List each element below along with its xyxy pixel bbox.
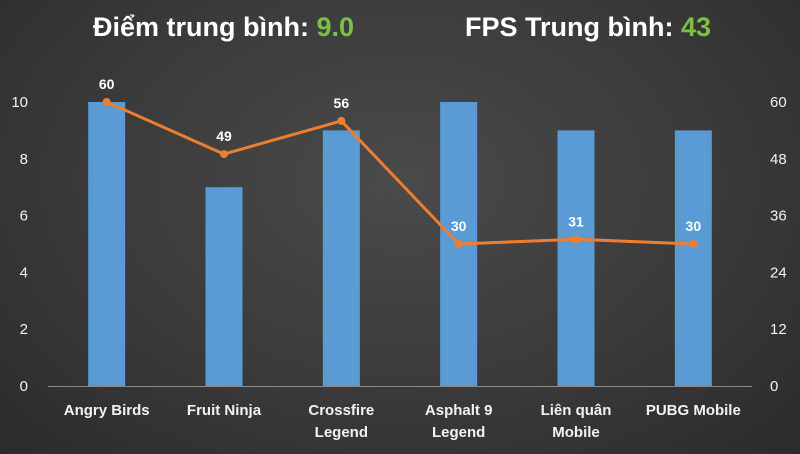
fps-point [454,240,463,248]
y-right-tick-label: 0 [770,378,778,395]
y-right-tick-label: 24 [770,264,787,281]
fps-point [102,98,111,106]
fps-data-label: 60 [99,76,115,92]
fps-data-label: 30 [451,218,467,234]
fps-data-label: 56 [334,95,350,111]
chart-header: Điểm trung bình: 9.0 FPS Trung bình: 43 [0,8,800,48]
x-category-label: PUBG Mobile [646,402,741,419]
x-category-label: Liên quân Mobile [541,402,612,441]
avg-fps-label: FPS Trung bình: [465,12,674,42]
x-category-label: Asphalt 9 Legend [425,402,493,441]
x-category-label-line: Crossfire [308,402,374,419]
y-left-tick-label: 4 [20,264,28,281]
bar [322,130,360,386]
x-category-label: Angry Birds [64,402,150,419]
avg-score-heading: Điểm trung bình: 9.0 [93,12,354,43]
x-category-label-line: Liên quân [541,402,612,419]
y-left-tick-label: 0 [20,378,28,395]
x-category-label-line: Legend [432,424,485,441]
x-category-label-line: Angry Birds [64,402,150,419]
bar [674,130,712,386]
y-left-tick-label: 2 [20,321,28,338]
x-category-label: Fruit Ninja [187,402,262,419]
fps-point [572,235,580,244]
avg-fps-value: 43 [681,12,712,42]
y-left-tick-label: 8 [20,151,28,168]
x-category-label-line: Mobile [552,424,600,441]
fps-point [337,116,346,125]
fps-point [689,240,698,248]
avg-fps-heading: FPS Trung bình: 43 [465,12,711,43]
fps-line [106,100,694,246]
x-category-label-line: Fruit Ninja [187,402,262,419]
fps-data-label: 30 [686,218,702,234]
y-left-tick-label: 10 [11,94,28,111]
fps-point [220,150,228,159]
y-right-tick-label: 36 [770,208,787,225]
x-category-label-line: Asphalt 9 [425,402,493,419]
fps-data-label: 49 [216,128,232,144]
y-left-tick-label: 6 [20,208,28,225]
bar [88,102,126,386]
x-category-label-line: Legend [315,424,368,441]
y-right-tick-label: 48 [770,151,787,168]
x-category-label-line: PUBG Mobile [646,402,741,419]
bar [205,187,243,386]
y-right-tick-label: 60 [770,94,787,111]
fps-data-label: 31 [568,213,584,229]
x-category-label: Crossfire Legend [308,402,374,441]
bar [557,130,595,386]
avg-score-label: Điểm trung bình: [93,12,309,42]
avg-score-value: 9.0 [316,12,355,42]
y-right-tick-label: 12 [770,321,787,338]
